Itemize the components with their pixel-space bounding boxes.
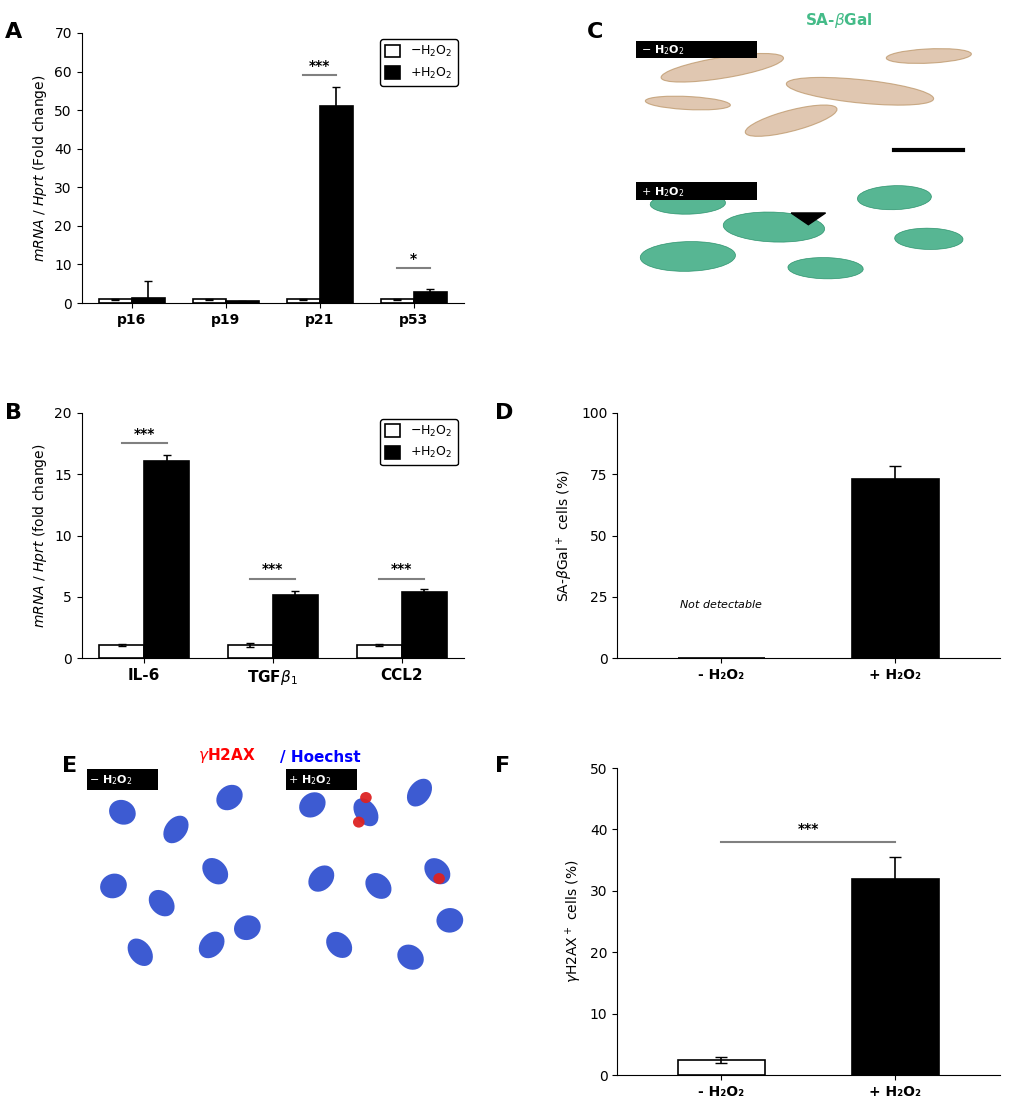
Bar [99,299,131,303]
Bar [227,645,273,658]
Text: $-$ H$_2$O$_2$: $-$ H$_2$O$_2$ [641,43,685,57]
Ellipse shape [308,866,334,892]
Ellipse shape [886,48,970,64]
Ellipse shape [407,779,432,806]
Ellipse shape [199,931,224,958]
Text: ***: *** [797,822,818,836]
Y-axis label: $\gamma$H2AX$^+$ cells (%): $\gamma$H2AX$^+$ cells (%) [564,860,584,983]
Text: ***: *** [133,427,155,441]
Ellipse shape [353,799,378,826]
Ellipse shape [722,212,823,242]
Text: $\gamma$H2AX: $\gamma$H2AX [198,746,256,765]
Bar [414,292,446,303]
Ellipse shape [299,792,325,817]
Ellipse shape [649,193,725,214]
FancyBboxPatch shape [636,41,756,58]
Text: $+$ H$_2$O$_2$: $+$ H$_2$O$_2$ [641,185,685,199]
Ellipse shape [786,78,932,105]
Ellipse shape [202,858,228,884]
Text: SA-$\beta$Gal: SA-$\beta$Gal [804,11,872,31]
Bar [273,595,318,658]
Bar [380,299,414,303]
Text: $\it{Not\ detectable}$: $\it{Not\ detectable}$ [679,598,762,610]
Text: C: C [586,22,602,42]
Ellipse shape [100,873,126,898]
Y-axis label: $\it{mRNA}$ / $\it{Hprt}$ (fold change): $\it{mRNA}$ / $\it{Hprt}$ (fold change) [31,443,49,627]
Text: ***: *** [262,562,283,576]
Polygon shape [389,805,407,829]
Bar [193,299,225,303]
Ellipse shape [163,816,189,844]
Ellipse shape [787,258,862,279]
Text: / Hoechst: / Hoechst [280,750,361,765]
FancyBboxPatch shape [285,769,357,790]
Legend: $-$H$_2$O$_2$, $+$H$_2$O$_2$: $-$H$_2$O$_2$, $+$H$_2$O$_2$ [380,419,458,465]
Text: B: B [5,403,22,423]
Legend: $-$H$_2$O$_2$, $+$H$_2$O$_2$: $-$H$_2$O$_2$, $+$H$_2$O$_2$ [380,39,458,86]
Ellipse shape [326,931,352,958]
Text: ***: *** [309,58,330,72]
FancyBboxPatch shape [87,769,158,790]
Ellipse shape [360,792,371,803]
Ellipse shape [433,873,444,884]
Text: $+$ H$_2$O$_2$: $+$ H$_2$O$_2$ [288,773,331,787]
Ellipse shape [365,873,391,898]
Ellipse shape [127,939,153,966]
Ellipse shape [745,105,837,136]
Text: D: D [494,403,513,423]
Text: ***: *** [390,562,412,576]
Bar [851,879,937,1075]
Text: A: A [5,22,22,42]
Text: F: F [494,756,510,776]
Bar [225,302,259,303]
Bar [401,592,446,658]
Bar [851,479,937,658]
Text: *: * [410,251,417,265]
Polygon shape [791,213,824,225]
Y-axis label: $\it{mRNA}$ / $\it{Hprt}$ (Fold change): $\it{mRNA}$ / $\it{Hprt}$ (Fold change) [31,75,49,262]
Bar [357,645,401,658]
Ellipse shape [397,945,423,970]
Ellipse shape [149,890,174,916]
Ellipse shape [645,97,730,110]
Ellipse shape [640,241,735,271]
Ellipse shape [216,784,243,811]
FancyBboxPatch shape [636,182,756,200]
Ellipse shape [894,228,962,249]
Ellipse shape [233,915,261,940]
Bar [286,299,320,303]
Bar [678,1060,764,1075]
Text: E: E [62,756,77,776]
Bar [320,106,353,303]
Bar [144,461,189,658]
Ellipse shape [109,800,136,825]
Ellipse shape [857,185,930,210]
Bar [99,645,144,658]
Ellipse shape [660,54,783,82]
Ellipse shape [424,858,449,884]
Text: $-$ H$_2$O$_2$: $-$ H$_2$O$_2$ [90,773,132,787]
Ellipse shape [353,816,364,827]
Y-axis label: SA-$\beta$Gal$^+$ cells (%): SA-$\beta$Gal$^+$ cells (%) [554,470,575,602]
Ellipse shape [436,908,463,932]
Bar [131,298,165,303]
